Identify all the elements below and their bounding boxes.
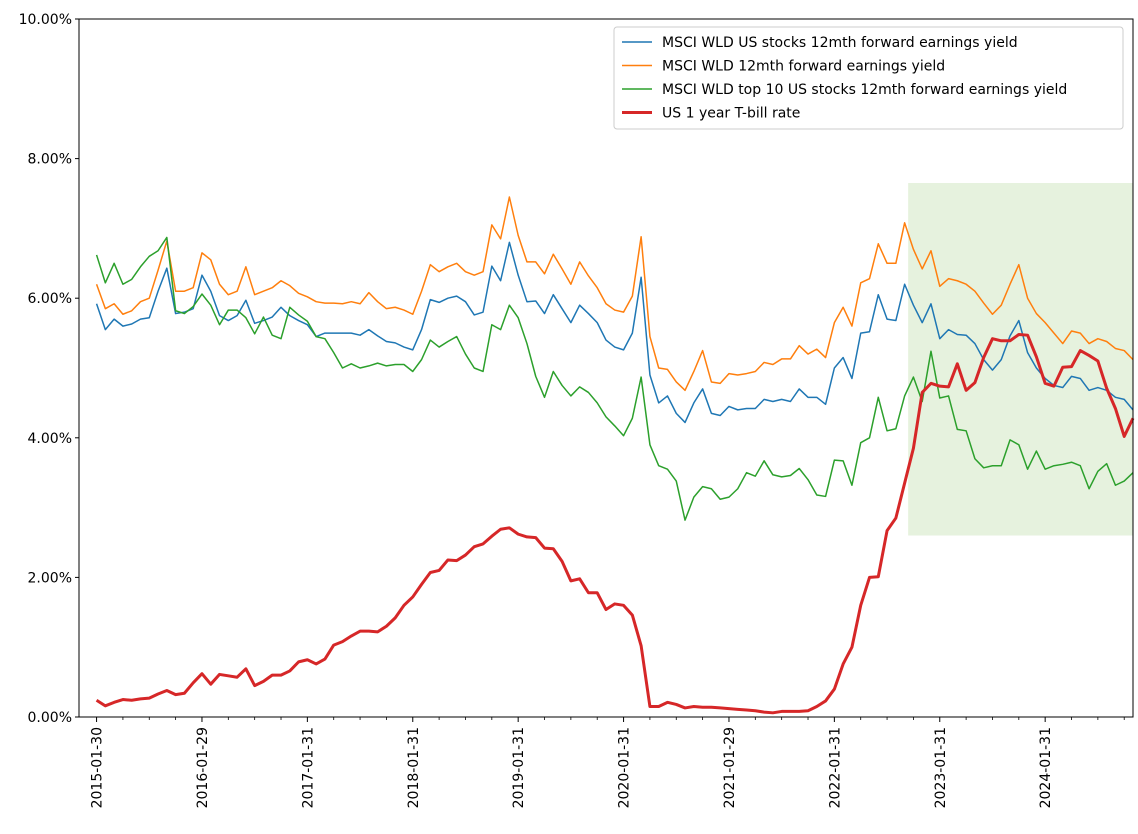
- y-tick-label: 4.00%: [28, 431, 72, 447]
- highlight-region: [908, 183, 1133, 536]
- x-tick-label: 2020-01-31: [617, 727, 633, 808]
- series-line-1: [95, 241, 1134, 424]
- plot-area: [95, 183, 1135, 715]
- series-layer: [95, 196, 1135, 715]
- x-tick-label: 2018-01-31: [406, 727, 422, 808]
- x-tick-label: 2021-01-29: [722, 727, 738, 808]
- x-tick-label: 2017-01-31: [300, 727, 316, 808]
- y-tick-label: 0.00%: [28, 710, 72, 726]
- x-tick-label: 2016-01-29: [195, 727, 211, 808]
- x-tick-label: 2015-01-30: [90, 727, 106, 808]
- legend-box: [613, 26, 1124, 130]
- series-line-3: [95, 236, 1134, 521]
- x-tick-label: 2023-01-31: [933, 727, 949, 808]
- x-tick-label: 2024-01-31: [1038, 727, 1054, 808]
- y-tick-label: 8.00%: [28, 152, 72, 168]
- legend: MSCI WLD US stocks 12mth forward earning…: [613, 26, 1124, 130]
- series-line-2: [95, 196, 1134, 392]
- axes-frame: [78, 18, 1134, 718]
- y-tick-label: 10.00%: [19, 12, 72, 28]
- x-tick-label: 2019-01-31: [511, 727, 527, 808]
- y-tick-label: 6.00%: [28, 291, 72, 307]
- axes: 0.00% 2.00% 4.00% 6.00% 8.00% 10.00% 2015-01-3…: [19, 12, 1134, 808]
- legend-label: US 1 year T-bill rate: [662, 106, 800, 122]
- y-tick-label: 2.00%: [28, 570, 72, 586]
- legend-label: MSCI WLD 12mth forward earnings yield: [662, 59, 945, 75]
- series-line-4: [95, 333, 1135, 715]
- legend-label: MSCI WLD US stocks 12mth forward earning…: [662, 35, 1018, 51]
- legend-label: MSCI WLD top 10 US stocks 12mth forward …: [662, 82, 1067, 98]
- x-tick-label: 2022-01-31: [827, 727, 843, 808]
